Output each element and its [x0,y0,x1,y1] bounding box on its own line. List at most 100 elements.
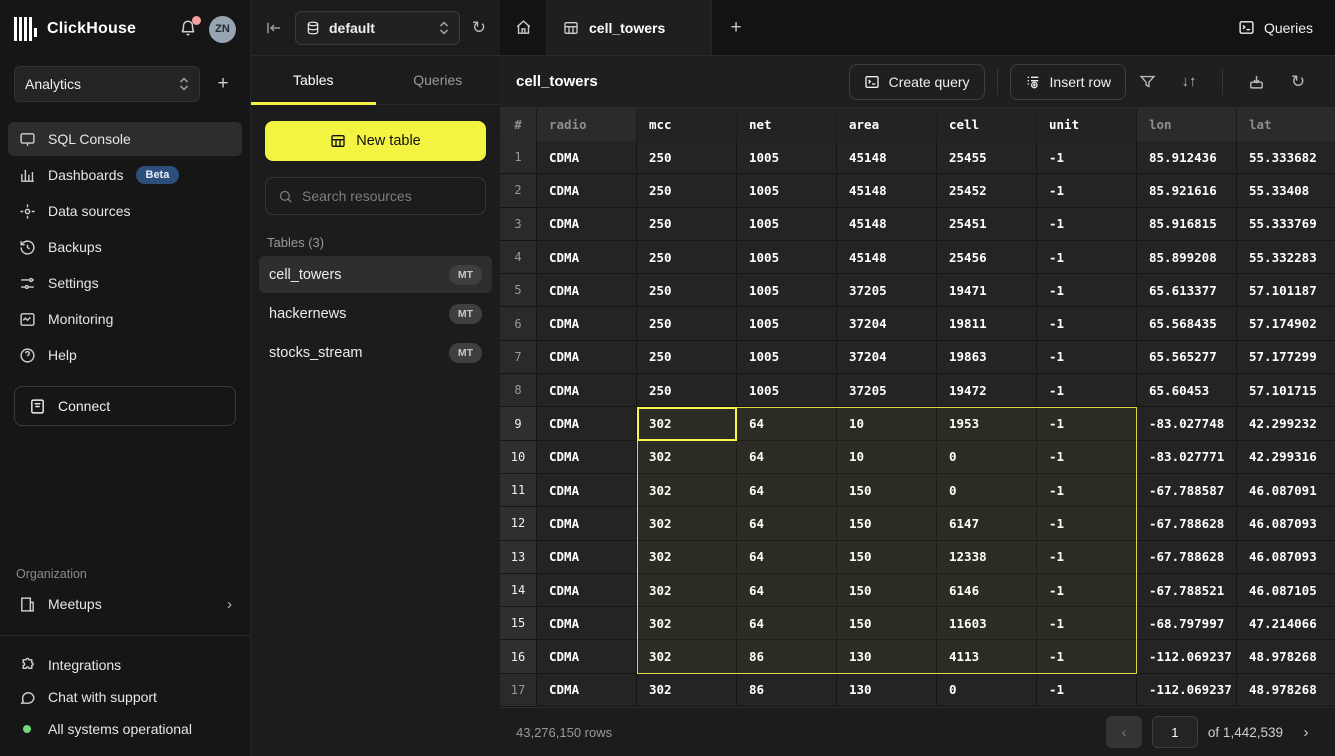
sidebar-item-integrations[interactable]: Integrations [8,650,242,680]
grid-cell[interactable]: CDMA [537,340,637,375]
sidebar-item-backups[interactable]: Backups [8,230,242,264]
grid-cell[interactable]: 302 [637,673,737,707]
sidebar-item-sql-console[interactable]: SQL Console [8,122,242,156]
grid-cell[interactable]: -67.788628 [1137,540,1237,574]
grid-cell[interactable]: 46.087093 [1237,540,1335,574]
grid-cell[interactable]: 10 [837,407,937,441]
grid-cell[interactable]: 25455 [937,141,1037,175]
next-page-button[interactable]: › [1303,723,1309,741]
grid-cell[interactable]: CDMA [537,141,637,175]
grid-cell[interactable]: 302 [637,607,737,641]
grid-cell[interactable]: -1 [1037,473,1137,508]
grid-cell[interactable]: 57.174902 [1237,307,1335,341]
grid-cell[interactable]: 37204 [837,340,937,375]
grid-cell[interactable]: 64 [737,540,837,574]
grid-cell[interactable]: 42.299316 [1237,440,1335,474]
grid-cell[interactable]: 85.921616 [1137,174,1237,208]
grid-cell[interactable]: 10 [837,440,937,474]
table-item-hackernews[interactable]: hackernews MT [259,295,492,332]
grid-cell[interactable]: 1005 [737,340,837,375]
sidebar-item-data-sources[interactable]: Data sources [8,194,242,228]
grid-cell[interactable]: 86 [737,673,837,707]
grid-cell[interactable]: -1 [1037,607,1137,641]
grid-cell[interactable]: -1 [1037,374,1137,408]
row-number[interactable]: 4 [500,240,537,275]
column-header-unit[interactable]: unit [1037,108,1137,141]
row-number[interactable]: 11 [500,473,537,508]
grid-cell[interactable]: -1 [1037,540,1137,574]
grid-cell[interactable]: CDMA [537,240,637,275]
grid-cell[interactable]: 0 [937,440,1037,474]
grid-cell[interactable]: -1 [1037,640,1137,674]
tab-cell-towers[interactable]: cell_towers [547,0,712,55]
grid-cell[interactable]: -1 [1037,141,1137,175]
grid-cell[interactable]: 25456 [937,240,1037,275]
grid-cell[interactable]: CDMA [537,174,637,208]
grid-cell[interactable]: -83.027748 [1137,407,1237,441]
grid-cell[interactable]: 64 [737,440,837,474]
grid-cell[interactable]: 250 [637,340,737,375]
grid-cell[interactable]: CDMA [537,374,637,408]
row-number[interactable]: 2 [500,174,537,208]
grid-cell[interactable]: 55.332283 [1237,240,1335,275]
grid-cell[interactable]: 55.33408 [1237,174,1335,208]
grid-cell[interactable]: 0 [937,673,1037,707]
grid-cell[interactable]: 302 [637,507,737,541]
grid-cell[interactable]: 65.568435 [1137,307,1237,341]
column-header-mcc[interactable]: mcc [637,108,737,141]
grid-cell[interactable]: CDMA [537,407,637,441]
grid-cell[interactable]: 1005 [737,274,837,308]
sidebar-item-settings[interactable]: Settings [8,266,242,300]
grid-cell[interactable]: 250 [637,240,737,275]
download-button[interactable] [1235,64,1277,100]
grid-cell[interactable]: 150 [837,507,937,541]
grid-cell[interactable]: -1 [1037,440,1137,474]
grid-cell[interactable]: 64 [737,507,837,541]
grid-cell[interactable]: 302 [637,440,737,474]
grid-cell[interactable]: 37205 [837,274,937,308]
grid-cell[interactable]: CDMA [537,540,637,574]
grid-cell[interactable]: CDMA [537,473,637,508]
sidebar-item-chat-support[interactable]: Chat with support [8,682,242,712]
column-header-lon[interactable]: lon [1137,108,1237,141]
grid-cell[interactable]: 302 [637,573,737,608]
row-number[interactable]: 8 [500,374,537,408]
grid-cell[interactable]: -1 [1037,207,1137,241]
grid-cell[interactable]: CDMA [537,274,637,308]
grid-cell[interactable]: 25452 [937,174,1037,208]
notifications-bell-icon[interactable] [179,16,201,39]
column-header-row-number[interactable]: # [500,108,537,141]
sidebar-item-help[interactable]: Help [8,338,242,372]
grid-cell[interactable]: 250 [637,307,737,341]
collapse-panel-icon[interactable] [265,19,283,37]
grid-cell[interactable]: -1 [1037,274,1137,308]
grid-cell[interactable]: 4113 [937,640,1037,674]
grid-cell[interactable]: 85.912436 [1137,141,1237,175]
tab-tables[interactable]: Tables [251,56,376,105]
grid-cell[interactable]: 1005 [737,207,837,241]
column-header-cell[interactable]: cell [937,108,1037,141]
grid-cell[interactable]: -1 [1037,507,1137,541]
grid-cell[interactable]: 19811 [937,307,1037,341]
tab-queries[interactable]: Queries [413,72,463,88]
column-header-net[interactable]: net [737,108,837,141]
grid-cell[interactable]: 45148 [837,174,937,208]
grid-cell[interactable]: -1 [1037,240,1137,275]
grid-cell[interactable]: 130 [837,673,937,707]
grid-cell[interactable]: 150 [837,473,937,508]
grid-cell[interactable]: 130 [837,640,937,674]
grid-cell[interactable]: 42.299232 [1237,407,1335,441]
new-tab-button[interactable]: + [730,16,742,38]
search-resources-input[interactable] [302,188,473,204]
grid-cell[interactable]: 302 [637,473,737,508]
row-number[interactable]: 13 [500,540,537,574]
previous-page-button[interactable]: ‹ [1105,716,1142,748]
sidebar-item-system-status[interactable]: All systems operational [8,714,242,744]
grid-cell[interactable]: 85.916815 [1137,207,1237,241]
grid-cell[interactable]: 46.087091 [1237,473,1335,508]
grid-cell[interactable]: 11603 [937,607,1037,641]
refresh-tables-icon[interactable]: ↻ [471,17,486,37]
grid-cell[interactable]: 45148 [837,207,937,241]
column-header-lat[interactable]: lat [1237,108,1335,141]
grid-cell[interactable]: CDMA [537,573,637,608]
